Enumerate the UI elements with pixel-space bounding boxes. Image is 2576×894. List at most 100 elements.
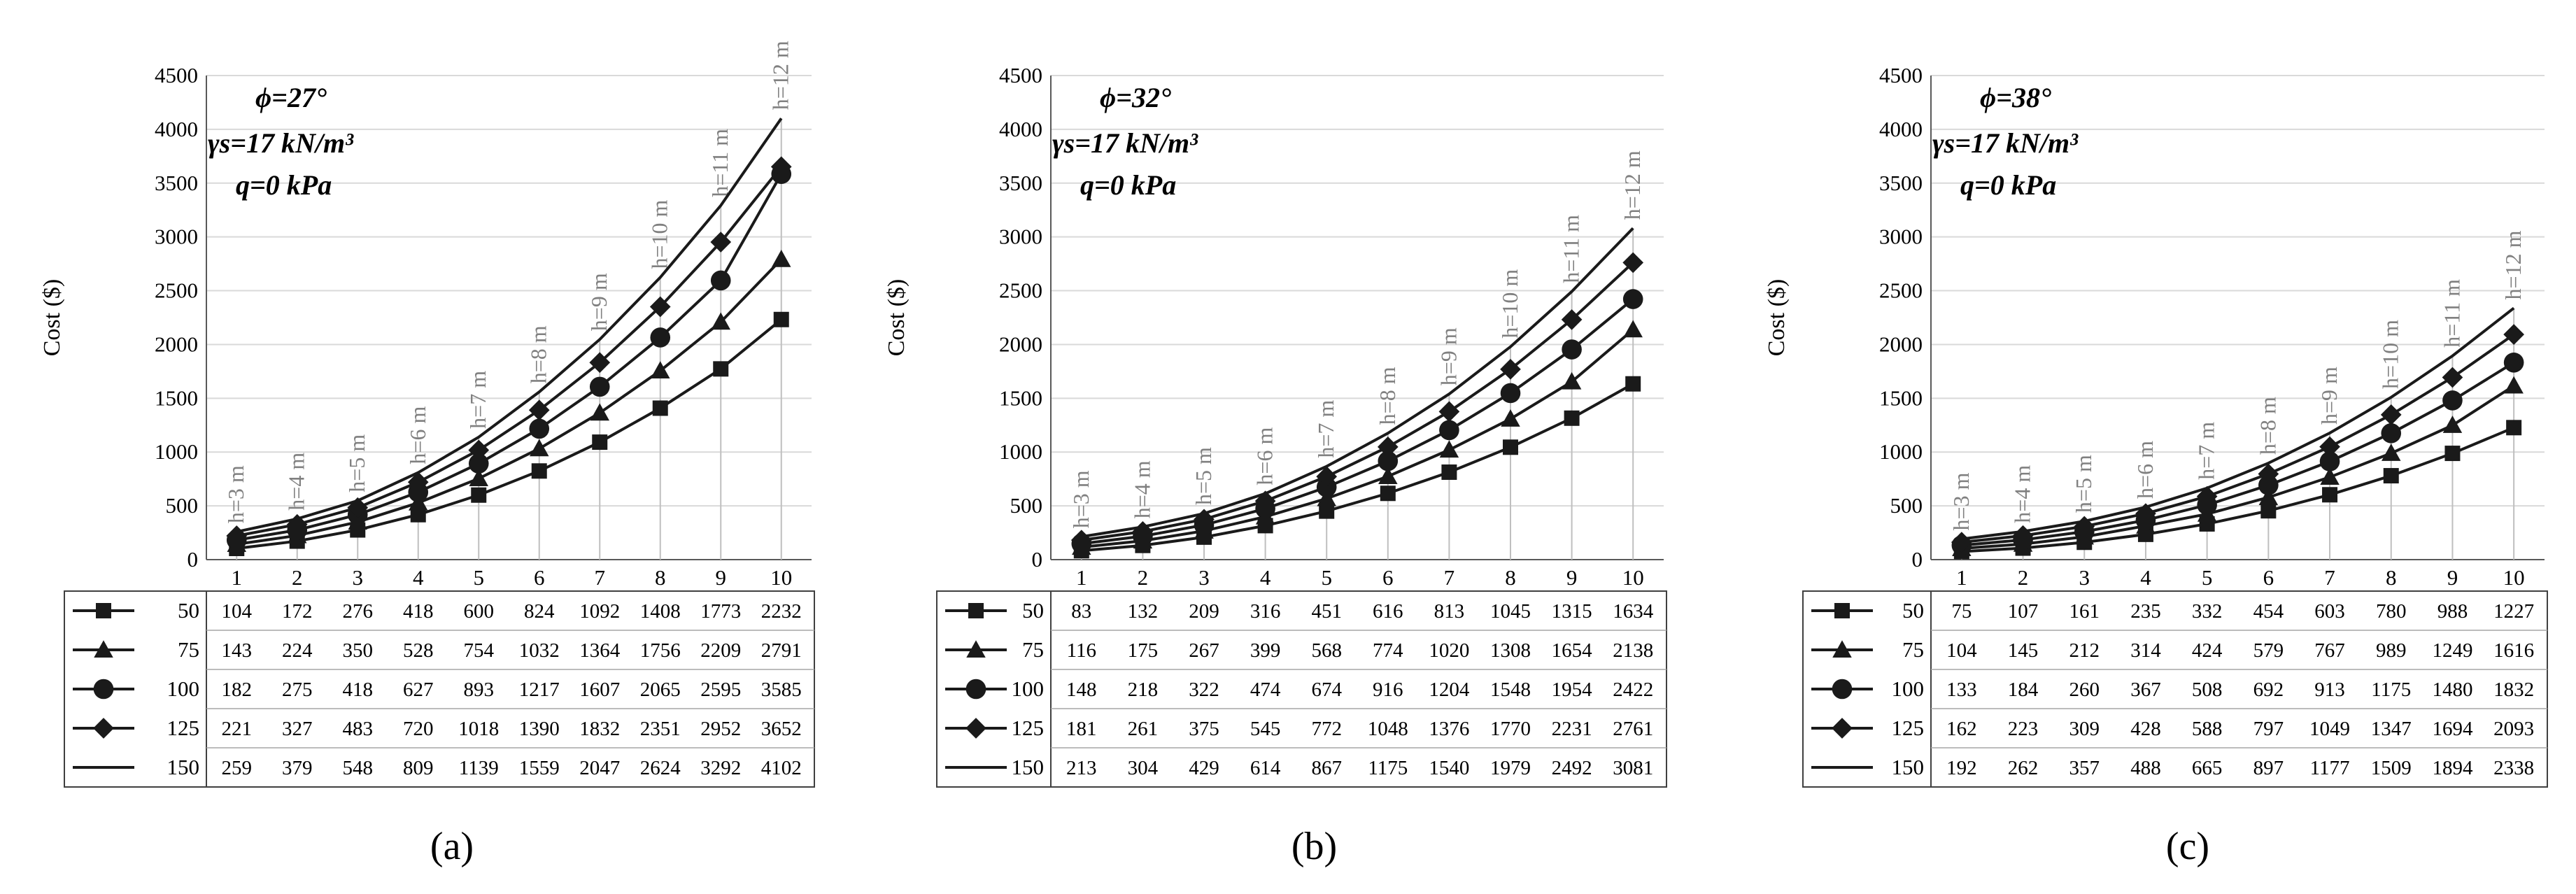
data-table-cell: 1770 (1490, 718, 1531, 740)
series-line (236, 258, 783, 546)
data-table-cell: 350 (343, 639, 374, 662)
data-table-cell: 1217 (519, 679, 560, 701)
legend-key-marker (1834, 603, 1850, 618)
legend-label: 100 (1012, 676, 1045, 701)
legend-key-marker (968, 603, 984, 618)
data-point (2258, 463, 2279, 485)
legend-key-marker (1832, 679, 1853, 700)
data-table-cell: 674 (1311, 679, 1342, 701)
data-point (1623, 320, 1643, 338)
height-label: h=8 m (1375, 367, 1400, 425)
legend-key-marker (1832, 718, 1853, 739)
y-tick-label: 2000 (1879, 332, 1923, 356)
x-tick-label: 7 (1444, 565, 1455, 590)
data-table-cell: 1032 (519, 639, 560, 662)
data-table-cell: 1139 (459, 757, 499, 779)
data-table-cell: 1177 (2310, 757, 2350, 779)
data-table-cell: 379 (282, 757, 313, 779)
data-table-cell: 1607 (579, 679, 620, 701)
data-table-cell: 1480 (2432, 679, 2472, 701)
y-tick-label: 2500 (999, 278, 1042, 303)
y-tick-label: 3000 (1879, 225, 1923, 249)
data-point (2503, 324, 2524, 345)
data-table-cell: 424 (2192, 639, 2223, 662)
data-table-cell: 824 (524, 600, 555, 623)
y-tick-label: 3500 (155, 171, 198, 195)
data-table-cell: 1954 (1552, 679, 1593, 701)
y-tick-label: 3500 (999, 171, 1042, 195)
data-point (1564, 410, 1580, 426)
y-tick-label: 4000 (1879, 117, 1923, 141)
data-table-cell: 116 (1067, 639, 1096, 662)
data-point (1500, 383, 1521, 404)
data-table-cell: 275 (282, 679, 313, 701)
series-line (1081, 227, 1634, 539)
data-point (1317, 488, 1336, 506)
data-point (2503, 352, 2524, 373)
data-table-cell: 212 (2069, 639, 2100, 662)
chart-panel: 0 500 1000 1500 2000 2500 3000 3500 4000 4500 Cost… (39, 41, 815, 868)
data-point (1625, 376, 1641, 392)
data-point (1439, 440, 1459, 458)
legend-key-marker (1832, 640, 1852, 658)
data-table-cell: 897 (2253, 757, 2284, 779)
data-point (1319, 503, 1335, 519)
data-table-cell: 451 (1311, 600, 1342, 623)
data-point (1561, 309, 1583, 330)
series-line (236, 166, 783, 537)
x-tick-label: 2 (2018, 565, 2029, 590)
data-point (1378, 467, 1398, 484)
data-point (710, 270, 731, 291)
data-table-cell: 260 (2069, 679, 2100, 701)
annotation-text: ϕ=38° (1980, 82, 2051, 113)
data-table-cell: 132 (1128, 600, 1159, 623)
data-table-cell: 1315 (1552, 600, 1592, 623)
height-label: h=11 m (1559, 215, 1584, 283)
data-table-cell: 1049 (2309, 718, 2350, 740)
data-point (2383, 468, 2399, 484)
data-table-cell: 568 (1311, 639, 1342, 662)
data-table-cell: 2138 (1613, 639, 1653, 662)
data-table-cell: 2952 (700, 718, 741, 740)
data-table-cell: 2624 (640, 757, 681, 779)
y-tick-label: 1000 (999, 439, 1042, 464)
annotation-text: γs=17 kN/m³ (1932, 127, 2079, 159)
data-point (2258, 475, 2279, 495)
data-table-cell: 692 (2253, 679, 2284, 701)
series-line (1961, 361, 2515, 547)
height-label: h=5 m (344, 434, 369, 492)
data-table-cell: 213 (1066, 757, 1097, 779)
x-tick-label: 7 (2324, 565, 2335, 590)
data-point (589, 376, 610, 397)
y-tick-label: 0 (1032, 547, 1043, 572)
data-point (407, 471, 429, 493)
legend-label: 150 (167, 755, 200, 779)
y-tick-label: 2000 (999, 332, 1042, 356)
legend-key-marker (965, 679, 986, 700)
data-table-cell: 428 (2130, 718, 2161, 740)
data-table-cell: 916 (1373, 679, 1403, 701)
data-table-cell: 548 (343, 757, 374, 779)
data-point (2319, 436, 2340, 457)
series-line (1081, 298, 1634, 546)
data-table-cell: 143 (222, 639, 253, 662)
data-table-cell: 304 (1128, 757, 1159, 779)
data-table-cell: 209 (1189, 600, 1219, 623)
data-point (2380, 404, 2402, 425)
legend-label: 75 (1022, 637, 1044, 662)
data-table-cell: 2231 (1552, 718, 1592, 740)
data-table-cell: 223 (2008, 718, 2039, 740)
data-table-border (1802, 590, 2548, 788)
y-tick-label: 4500 (999, 63, 1042, 87)
height-label: h=7 m (465, 371, 490, 429)
x-tick-label: 1 (1956, 565, 1967, 590)
data-table-border (64, 590, 815, 788)
data-point (2444, 446, 2461, 462)
data-table-cell: 83 (1071, 600, 1091, 623)
data-point (1501, 409, 1520, 427)
data-point (773, 311, 789, 327)
data-table-cell: 418 (403, 600, 434, 623)
data-point (2196, 485, 2218, 507)
data-point (468, 453, 489, 474)
